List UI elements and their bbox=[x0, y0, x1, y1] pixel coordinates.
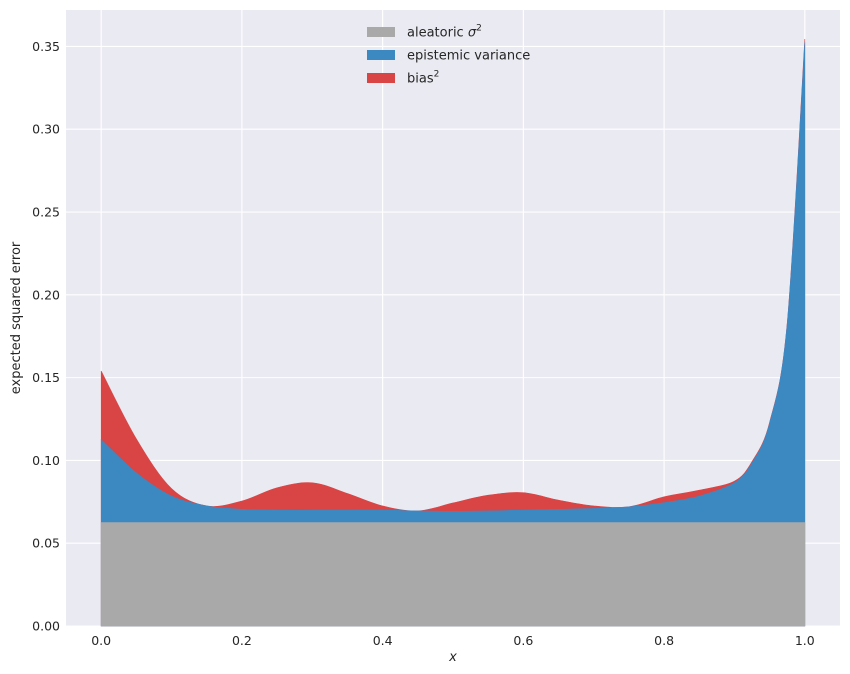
x-tick-label: 0.8 bbox=[654, 633, 674, 648]
area-aleatoric bbox=[100, 522, 806, 627]
y-tick-label: 0.20 bbox=[32, 287, 60, 302]
y-axis-label: expected squared error bbox=[9, 241, 24, 394]
y-tick-label: 0.05 bbox=[32, 536, 60, 551]
legend-swatch bbox=[367, 73, 395, 83]
y-tick-label: 0.00 bbox=[32, 619, 60, 634]
y-tick-label: 0.35 bbox=[32, 39, 60, 54]
x-axis-label: x bbox=[448, 650, 457, 665]
legend-swatch bbox=[367, 27, 395, 37]
x-tick-label: 0.0 bbox=[91, 633, 111, 648]
legend: aleatoric σ2 epistemic variance bias2 bbox=[367, 24, 530, 87]
x-tick-label: 1.0 bbox=[795, 633, 815, 648]
legend-label: epistemic variance bbox=[407, 49, 530, 64]
y-tick-label: 0.15 bbox=[32, 370, 60, 385]
y-tick-label: 0.30 bbox=[32, 122, 60, 137]
y-tick-label: 0.25 bbox=[32, 205, 60, 220]
legend-label: bias2 bbox=[407, 70, 439, 87]
x-tick-label: 0.6 bbox=[513, 633, 533, 648]
area-series bbox=[100, 38, 806, 627]
y-tick-label: 0.10 bbox=[32, 453, 60, 468]
legend-label: aleatoric σ2 bbox=[407, 24, 482, 41]
x-tick-label: 0.2 bbox=[232, 633, 252, 648]
tick-labels: 0.0 0.2 0.4 0.6 0.8 1.0 0.00 0.05 0.10 0.15 0.20 0.… bbox=[32, 39, 815, 648]
x-tick-label: 0.4 bbox=[373, 633, 393, 648]
legend-swatch bbox=[367, 50, 395, 60]
